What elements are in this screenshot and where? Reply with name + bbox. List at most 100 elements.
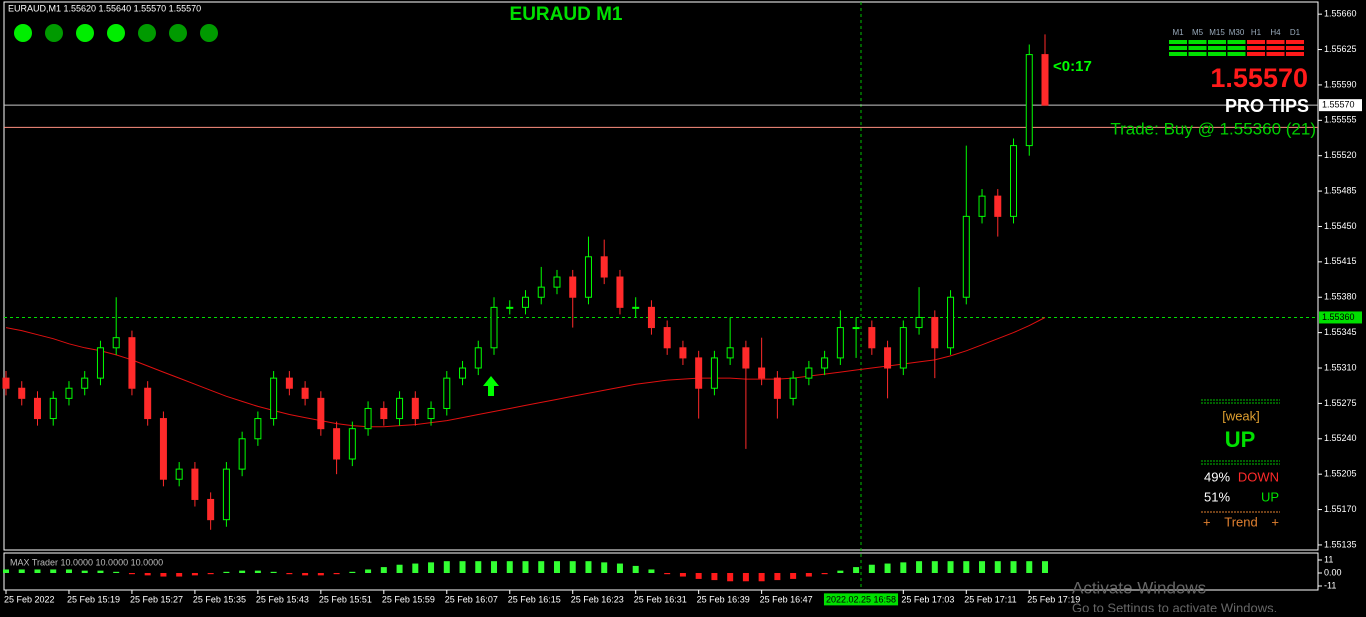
osc-bar bbox=[994, 561, 1001, 573]
osc-bar bbox=[443, 561, 450, 573]
y-tick-label: 1.55275 bbox=[1324, 398, 1357, 408]
osc-bar bbox=[176, 573, 183, 577]
price-tag: 1.55360 bbox=[1322, 312, 1355, 322]
buy-arrow bbox=[483, 376, 499, 396]
osc-bar bbox=[664, 573, 671, 575]
osc-bar bbox=[742, 573, 749, 582]
candle-body bbox=[695, 357, 703, 389]
strength-label: UP bbox=[1261, 489, 1279, 504]
osc-bar bbox=[616, 563, 623, 573]
candle-body bbox=[459, 367, 467, 379]
osc-bar bbox=[758, 573, 765, 582]
osc-bar bbox=[160, 573, 167, 577]
candle-body bbox=[1041, 54, 1049, 106]
candle-body bbox=[222, 468, 230, 521]
osc-bar bbox=[963, 561, 970, 573]
y-tick-label: 1.55380 bbox=[1324, 292, 1357, 302]
cursor-time-bg bbox=[823, 593, 899, 606]
osc-bar bbox=[837, 570, 844, 573]
candle-body bbox=[96, 347, 104, 379]
candle-body bbox=[647, 306, 655, 329]
candle-body bbox=[159, 418, 167, 480]
candle-body bbox=[632, 306, 640, 309]
timeframe-bar bbox=[1169, 52, 1187, 56]
osc-bar bbox=[239, 570, 246, 573]
osc-bar bbox=[979, 561, 986, 573]
x-tick-label: 25 Feb 17:11 bbox=[964, 594, 1016, 604]
osc-bar bbox=[601, 562, 608, 573]
osc-bar bbox=[223, 571, 230, 573]
osc-bar bbox=[428, 562, 435, 573]
candle-body bbox=[112, 337, 120, 349]
y-tick-label: 1.55240 bbox=[1324, 433, 1357, 443]
osc-bar bbox=[900, 562, 907, 573]
timeframe-bar bbox=[1188, 46, 1207, 50]
candle-body bbox=[81, 377, 89, 389]
candle-body bbox=[1025, 54, 1033, 147]
timeframe-bar bbox=[1286, 46, 1304, 50]
timeframe-label: M15 bbox=[1209, 28, 1225, 37]
timeframe-label: M5 bbox=[1192, 28, 1204, 37]
timeframe-bar bbox=[1266, 52, 1285, 56]
candle-body bbox=[726, 347, 734, 359]
osc-bar bbox=[585, 561, 592, 573]
osc-bar bbox=[853, 567, 860, 573]
osc-bar bbox=[868, 564, 875, 573]
y-tick-label: 1.55415 bbox=[1324, 256, 1357, 266]
status-dot bbox=[200, 24, 218, 42]
y-tick-label: 1.55310 bbox=[1324, 362, 1357, 372]
y-tick-label: 1.55625 bbox=[1324, 44, 1357, 54]
oscillator-label: MAX Trader 10.0000 10.0000 10.0000 bbox=[10, 557, 163, 567]
candle-body bbox=[2, 377, 10, 389]
price-tag-bg bbox=[1319, 99, 1362, 112]
osc-bar bbox=[695, 573, 702, 579]
osc-bar bbox=[790, 573, 797, 579]
candle-body bbox=[789, 377, 797, 399]
candle-body bbox=[962, 215, 970, 298]
x-tick-label: 25 Feb 16:15 bbox=[508, 594, 561, 604]
timeframe-bar bbox=[1286, 40, 1304, 44]
osc-bar bbox=[1042, 561, 1048, 573]
osc-bar bbox=[821, 573, 828, 575]
x-tick-label: 25 Feb 15:59 bbox=[382, 594, 435, 604]
candle-body bbox=[915, 316, 923, 329]
osc-bar bbox=[128, 573, 135, 575]
candle-body bbox=[710, 357, 718, 389]
osc-bar bbox=[254, 570, 261, 573]
trend-plus: + bbox=[1203, 514, 1211, 529]
osc-tick-label: 11 bbox=[1324, 554, 1333, 564]
osc-tick-label: 0.00 bbox=[1324, 567, 1342, 577]
main-frame bbox=[3, 1, 1319, 551]
candle-body bbox=[474, 347, 482, 369]
x-tick-label: 25 Feb 15:27 bbox=[130, 594, 183, 604]
osc-bar bbox=[711, 573, 718, 581]
timeframe-bar bbox=[1247, 40, 1265, 44]
timeframe-bar bbox=[1247, 52, 1265, 56]
timeframe-label: M30 bbox=[1229, 28, 1245, 37]
candle-body bbox=[207, 498, 215, 521]
osc-bar bbox=[569, 561, 576, 573]
strength-pct: 51% bbox=[1204, 489, 1230, 504]
candle-body bbox=[396, 397, 404, 420]
candle-body bbox=[522, 296, 529, 308]
candle-body bbox=[317, 397, 325, 430]
candle-body bbox=[537, 286, 545, 298]
status-dot bbox=[14, 24, 32, 42]
osc-bar bbox=[805, 573, 812, 577]
candle-body bbox=[254, 418, 262, 440]
moving-average bbox=[5, 317, 1046, 428]
candle-body bbox=[348, 428, 356, 460]
timeframe-label: H4 bbox=[1270, 28, 1281, 37]
watermark: Activate Windows bbox=[1072, 578, 1206, 597]
strength-state: [weak] bbox=[1222, 408, 1260, 423]
osc-bar bbox=[65, 569, 72, 573]
candle-body bbox=[821, 357, 829, 369]
candle-body bbox=[380, 407, 388, 420]
candle-body bbox=[238, 438, 246, 470]
candle-body bbox=[994, 195, 1002, 217]
candle-body bbox=[663, 327, 671, 349]
x-tick-label: 25 Feb 17:03 bbox=[901, 594, 954, 604]
candle-body bbox=[868, 327, 876, 349]
osc-bar bbox=[884, 563, 891, 573]
